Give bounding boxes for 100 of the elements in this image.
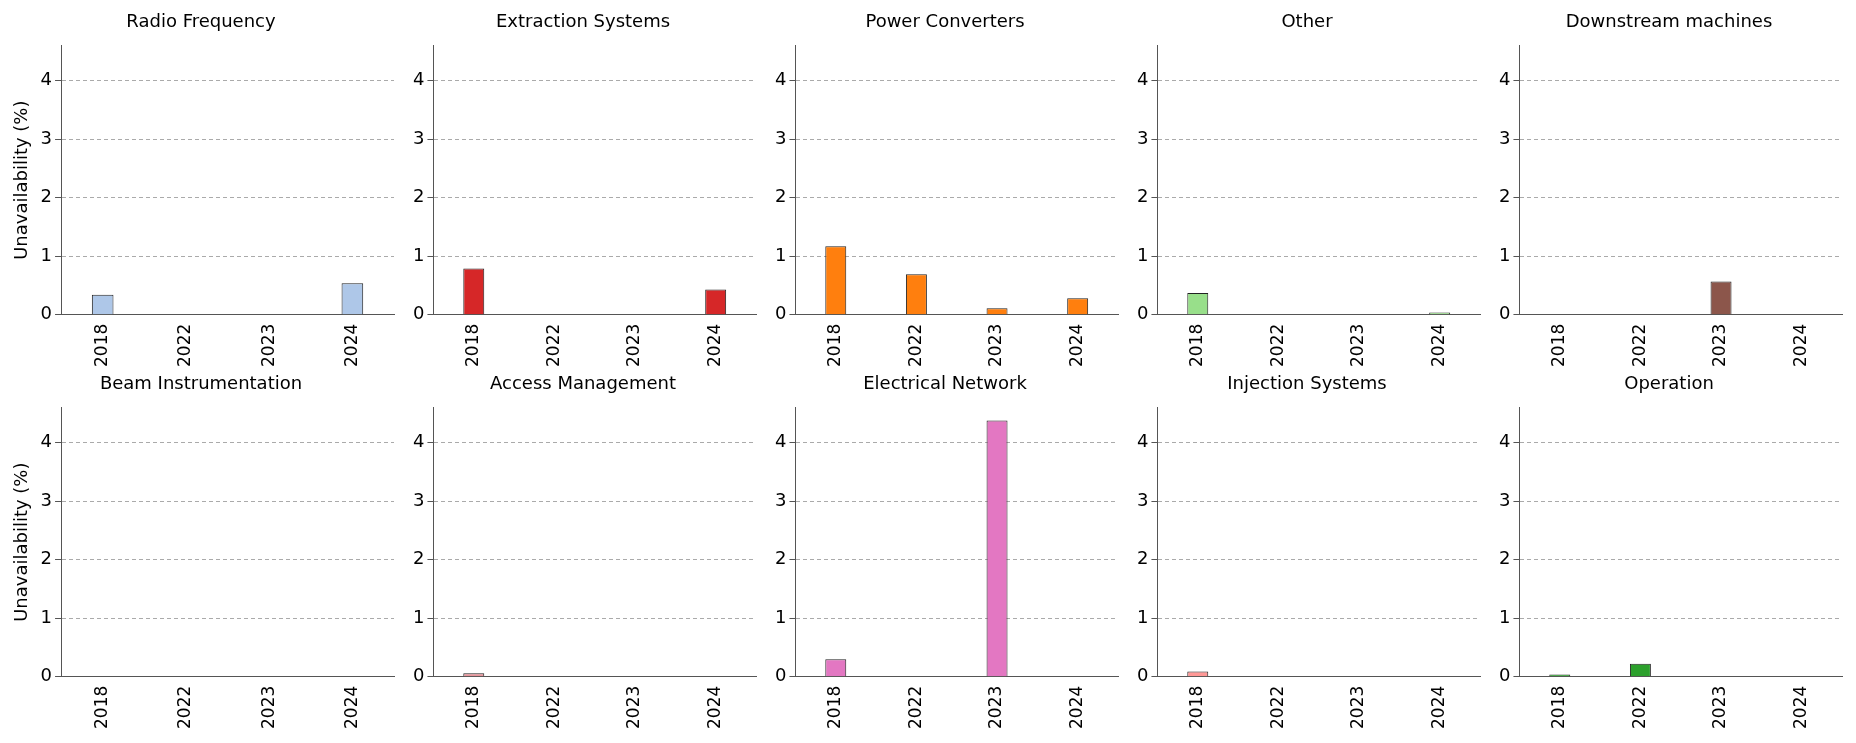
y-tick-label: 1: [1137, 243, 1149, 265]
y-tick-label: 4: [40, 430, 53, 452]
y-tick-label: 3: [1499, 488, 1511, 510]
x-tick-label: 2022: [1628, 323, 1649, 367]
x-tick-label: 2024: [1428, 323, 1449, 367]
y-tick-label: 0: [1499, 302, 1511, 324]
x-tick-label: 2024: [1066, 685, 1087, 729]
y-tick-label: 1: [775, 605, 787, 627]
y-tick-label: 0: [1499, 664, 1511, 686]
y-tick-label: 0: [775, 302, 787, 324]
chart-title: Downstream machines: [1565, 10, 1773, 32]
y-tick-label: 1: [40, 243, 53, 265]
x-tick-label: 2023: [623, 323, 644, 367]
x-tick-label: 2023: [257, 323, 278, 367]
y-tick-label: 2: [1499, 185, 1511, 207]
x-tick-label: 2022: [1266, 323, 1287, 367]
y-tick-label: 3: [1499, 126, 1511, 148]
x-tick-label: 2023: [1709, 685, 1730, 729]
y-tick-label: 1: [1499, 605, 1511, 627]
y-tick-label: 3: [775, 126, 787, 148]
y-tick-label: 1: [1137, 605, 1149, 627]
y-tick-label: 4: [775, 68, 787, 90]
x-tick-label: 2024: [704, 685, 725, 729]
y-tick-label: 1: [413, 243, 425, 265]
y-axis-title: Unavailability (%): [10, 462, 32, 622]
y-tick-label: 4: [1499, 68, 1511, 90]
y-tick-label: 1: [775, 243, 787, 265]
x-tick-label: 2024: [340, 685, 361, 729]
x-tick-label: 2024: [340, 323, 361, 367]
x-tick-label: 2023: [985, 323, 1006, 367]
y-tick-label: 2: [775, 547, 787, 569]
x-tick-label: 2024: [1790, 685, 1811, 729]
x-tick-label: 2018: [1548, 685, 1569, 729]
y-tick-label: 3: [40, 126, 53, 148]
y-tick-label: 0: [40, 302, 53, 324]
y-tick-label: 3: [413, 126, 425, 148]
y-tick-label: 2: [1137, 547, 1149, 569]
chart-title: Beam Instrumentation: [99, 372, 303, 394]
chart-title: Radio Frequency: [126, 10, 276, 32]
x-tick-label: 2022: [904, 323, 925, 367]
y-tick-label: 4: [1499, 430, 1511, 452]
y-axis-title: Unavailability (%): [10, 100, 32, 260]
y-tick-label: 2: [413, 185, 425, 207]
y-tick-label: 0: [775, 664, 787, 686]
y-tick-label: 2: [775, 185, 787, 207]
x-tick-label: 2018: [824, 685, 845, 729]
y-tick-label: 4: [40, 68, 53, 90]
x-tick-label: 2022: [174, 323, 195, 367]
y-tick-label: 0: [40, 664, 53, 686]
y-tick-label: 3: [1137, 488, 1149, 510]
x-tick-label: 2022: [542, 685, 563, 729]
x-tick-label: 2024: [1790, 323, 1811, 367]
x-tick-label: 2018: [1186, 685, 1207, 729]
y-tick-label: 2: [40, 185, 53, 207]
y-tick-label: 2: [40, 547, 53, 569]
chart-title: Extraction Systems: [495, 10, 671, 32]
y-tick-label: 4: [413, 430, 425, 452]
x-tick-label: 2023: [623, 685, 644, 729]
y-tick-label: 3: [413, 488, 425, 510]
y-tick-label: 1: [413, 605, 425, 627]
chart-title: Other: [1281, 10, 1334, 32]
chart-title: Injection Systems: [1227, 372, 1387, 394]
x-tick-label: 2023: [1709, 323, 1730, 367]
y-tick-label: 4: [775, 430, 787, 452]
x-tick-label: 2018: [1186, 323, 1207, 367]
x-tick-label: 2022: [542, 323, 563, 367]
x-tick-label: 2018: [462, 323, 483, 367]
x-tick-label: 2022: [1266, 685, 1287, 729]
y-tick-label: 2: [1499, 547, 1511, 569]
x-tick-label: 2022: [1628, 685, 1649, 729]
x-tick-label: 2023: [985, 685, 1006, 729]
y-tick-label: 0: [1137, 302, 1149, 324]
y-tick-label: 0: [413, 302, 425, 324]
chart-title: Electrical Network: [863, 372, 1028, 394]
x-tick-label: 2023: [1347, 685, 1368, 729]
y-tick-label: 3: [40, 488, 53, 510]
x-tick-label: 2024: [1066, 323, 1087, 367]
y-tick-label: 0: [413, 664, 425, 686]
x-tick-label: 2018: [824, 323, 845, 367]
x-tick-label: 2023: [257, 685, 278, 729]
x-tick-label: 2022: [904, 685, 925, 729]
x-tick-label: 2024: [1428, 685, 1449, 729]
y-tick-label: 2: [413, 547, 425, 569]
x-tick-label: 2018: [462, 685, 483, 729]
x-tick-label: 2022: [174, 685, 195, 729]
y-tick-label: 4: [1137, 430, 1149, 452]
y-tick-label: 3: [775, 488, 787, 510]
chart-title: Operation: [1624, 372, 1714, 394]
x-tick-label: 2024: [704, 323, 725, 367]
y-tick-label: 1: [40, 605, 53, 627]
x-tick-label: 2023: [1347, 323, 1368, 367]
chart-title: Access Management: [490, 372, 676, 394]
y-tick-label: 1: [1499, 243, 1511, 265]
x-tick-label: 2018: [91, 685, 112, 729]
x-tick-label: 2018: [91, 323, 112, 367]
x-tick-label: 2018: [1548, 323, 1569, 367]
y-tick-label: 2: [1137, 185, 1149, 207]
y-tick-label: 0: [1137, 664, 1149, 686]
chart-title: Power Converters: [865, 10, 1025, 32]
y-tick-label: 4: [1137, 68, 1149, 90]
